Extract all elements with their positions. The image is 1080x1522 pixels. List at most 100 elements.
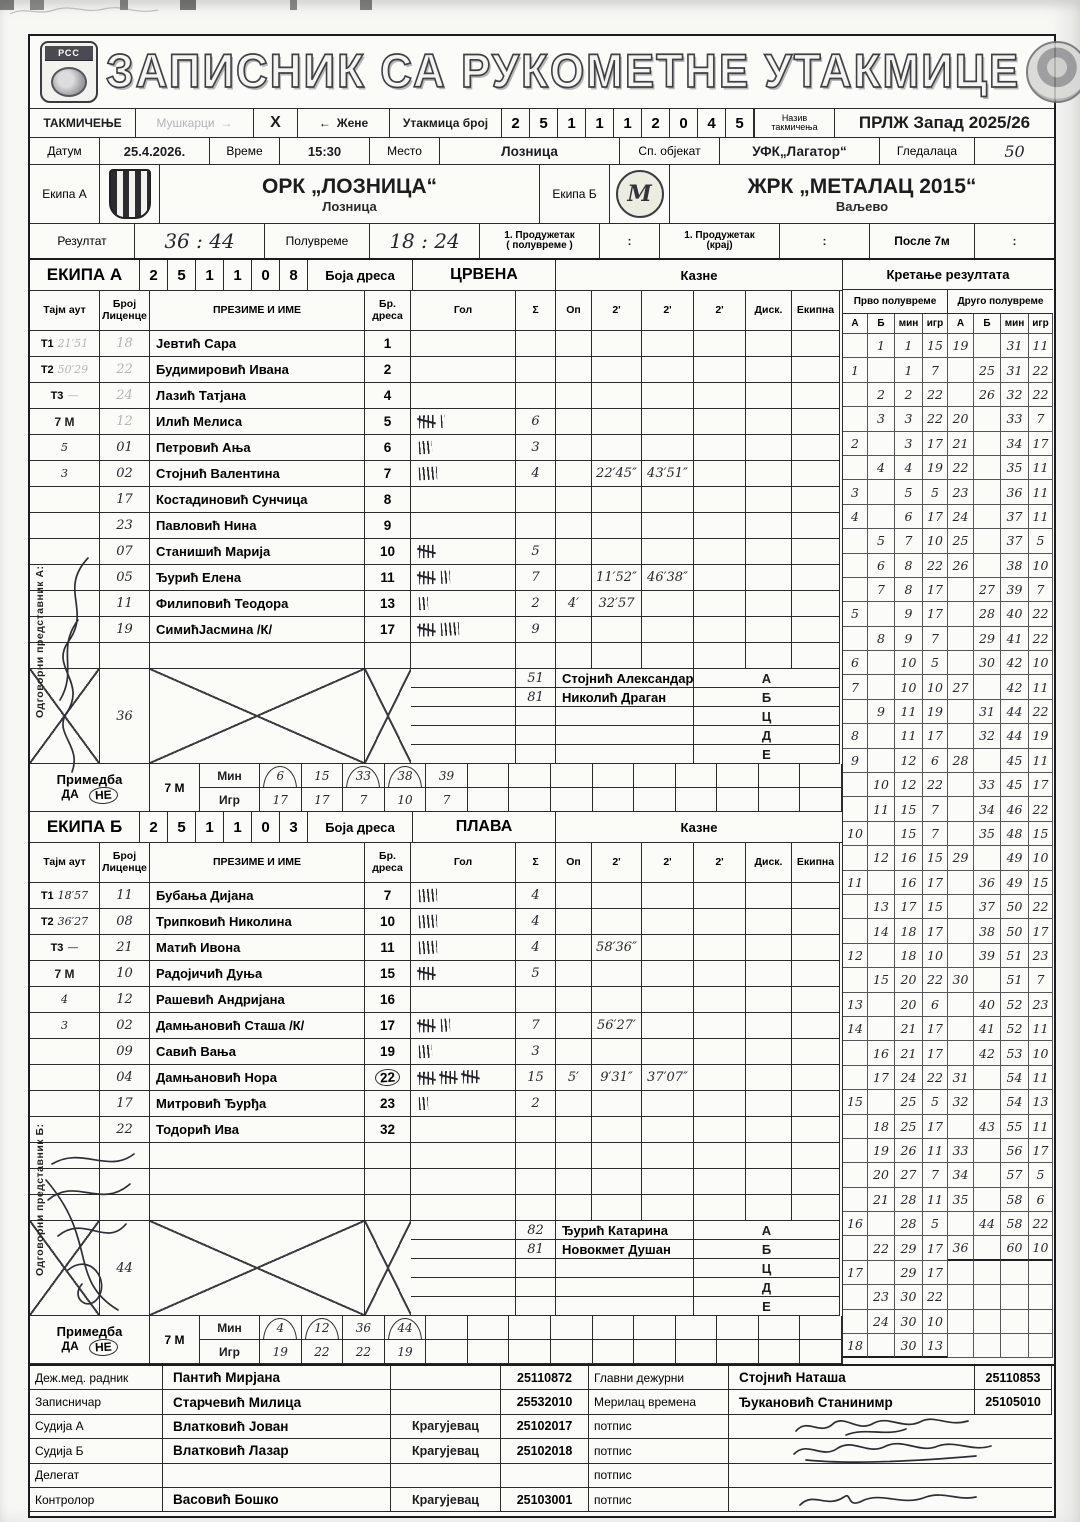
official-name: [163, 1463, 391, 1488]
score-cell: [843, 1041, 868, 1066]
score-cell: [974, 675, 1001, 700]
score-row: 18 25 17 43 55 11: [843, 1114, 1053, 1139]
goal-sum: [516, 987, 556, 1013]
score-cell: 16: [895, 870, 923, 895]
result-band: Резултат 36 : 44 Полувреме 18 : 24 1. Пр…: [30, 224, 1054, 260]
score-cell: [868, 1016, 895, 1042]
team-a-label: Екипа А: [30, 165, 100, 223]
score-row: 10 12 22 33 45 17: [843, 773, 1053, 798]
column-header: 2': [592, 843, 642, 883]
tally-group: [418, 1044, 433, 1059]
op-penalty: 4′: [556, 591, 592, 617]
score-cell: 15: [895, 797, 923, 822]
official-id: 25102017: [501, 1414, 589, 1440]
score-cell: 7: [923, 821, 948, 847]
halftime-value: 18 : 24: [370, 224, 480, 258]
player-row: 3 02 Дамњановић Сташа /К/17 7 56′27′: [30, 1013, 842, 1039]
seven-m-player: 10: [384, 788, 427, 812]
score-cell: [948, 626, 974, 652]
score-cell: 17: [923, 1041, 948, 1066]
goal-tally: [411, 409, 516, 435]
two-min-1: [592, 487, 642, 513]
official-name: Пантић Мирјана: [163, 1366, 391, 1391]
two-min-1: [592, 357, 642, 383]
column-header: Σ: [516, 843, 556, 883]
score-cell: 14: [843, 1016, 868, 1042]
official-timeout-cell: [411, 707, 516, 726]
score-cell: 20: [868, 1163, 895, 1188]
arrow-left-icon: ←: [318, 116, 331, 130]
license-number: 07: [100, 539, 150, 565]
score-cell: 17: [1029, 1138, 1053, 1164]
team-officials-block: 51 Стојнић Александар А 81 Николић Драган Б Ц Д…: [30, 669, 842, 764]
score-cell: [843, 894, 868, 920]
timeout-cell: Т2 36′27: [30, 909, 100, 935]
disqualification: [746, 1091, 792, 1117]
yes-option: ДА: [61, 786, 79, 801]
op-penalty: [556, 435, 592, 461]
official-signature: [794, 1418, 969, 1437]
gender-women-option: ← Жене: [298, 109, 390, 137]
score-cell: 19: [948, 334, 974, 359]
player-name: Бубања Дијана: [150, 883, 365, 909]
jersey-number: [365, 1143, 411, 1169]
score-cell: [974, 431, 1001, 456]
jersey-number-value: 17: [379, 1018, 396, 1033]
seven-m-player: [675, 788, 718, 812]
timeout-value: 21′51: [57, 337, 89, 350]
tally-group-5: [418, 966, 436, 981]
score-cell: 39: [974, 943, 1001, 969]
time-value: 15:30: [280, 138, 370, 164]
score-cell: 13: [868, 894, 895, 920]
score-cell: [974, 748, 1001, 774]
two-min-1: [592, 539, 642, 565]
license-number: 01: [100, 435, 150, 461]
goal-sum: [516, 643, 556, 669]
score-cell: 37: [974, 894, 1001, 920]
score-cell: 38: [974, 919, 1001, 944]
rss-federation-logo: РСС: [40, 41, 98, 103]
team-penalty: [792, 1195, 840, 1221]
two-min-1: [592, 409, 642, 435]
player-name: [150, 1195, 365, 1221]
op-penalty: [556, 565, 592, 591]
player-name: Дамњановић Сташа /К/: [150, 1013, 365, 1039]
score-cell: [868, 870, 895, 895]
score-cell: 10: [1029, 1041, 1053, 1066]
score-row: 6 8 22 26 38 10: [843, 553, 1053, 578]
match-number-digit: 2: [502, 109, 530, 137]
score-row: 5 9 17 28 40 22: [843, 602, 1053, 627]
score-cell: 30: [895, 1285, 923, 1310]
score-cell: 30: [974, 651, 1001, 676]
two-min-1: 9′31″: [592, 1065, 642, 1091]
score-column-header: игр: [1029, 314, 1053, 334]
two-min-3: [694, 961, 746, 987]
score-cell: 15: [895, 821, 923, 847]
score-cell: 36: [1001, 480, 1029, 505]
score-cell: 12: [843, 943, 868, 969]
officials-table: Деж.мед. радник Пантић Мирјана 25110872 Гла…: [30, 1364, 1054, 1513]
disqualification: [746, 409, 792, 435]
player-row: 07 Станишић Марија 10 5: [30, 539, 842, 565]
official-row: Делегат потпис: [30, 1463, 1054, 1488]
score-row: 5 7 10 25 37 5: [843, 529, 1053, 554]
column-header: 2': [694, 843, 746, 883]
team-penalty: [792, 357, 840, 383]
two-min-1: [592, 331, 642, 357]
timeout-value: 3: [61, 1019, 68, 1032]
score-cell: 58: [1001, 1187, 1029, 1213]
score-row: 4 6 17 24 37 11: [843, 504, 1053, 530]
column-header: Број Лиценце: [100, 843, 150, 883]
match-number-digit: 5: [726, 109, 754, 137]
goal-tally-marks: [418, 966, 436, 981]
column-header: 2': [642, 291, 694, 331]
official-city: [391, 1463, 501, 1488]
team-penalty: [792, 883, 840, 909]
jersey-number: 22: [365, 1065, 411, 1091]
score-cell: 11: [1029, 334, 1053, 359]
seven-m-player: [550, 788, 593, 812]
penalty-cross-1: [150, 1221, 365, 1316]
timeout-label: Т3: [50, 941, 64, 954]
date-value: 25.4.2026.: [100, 138, 210, 164]
two-min-2: [642, 383, 694, 409]
